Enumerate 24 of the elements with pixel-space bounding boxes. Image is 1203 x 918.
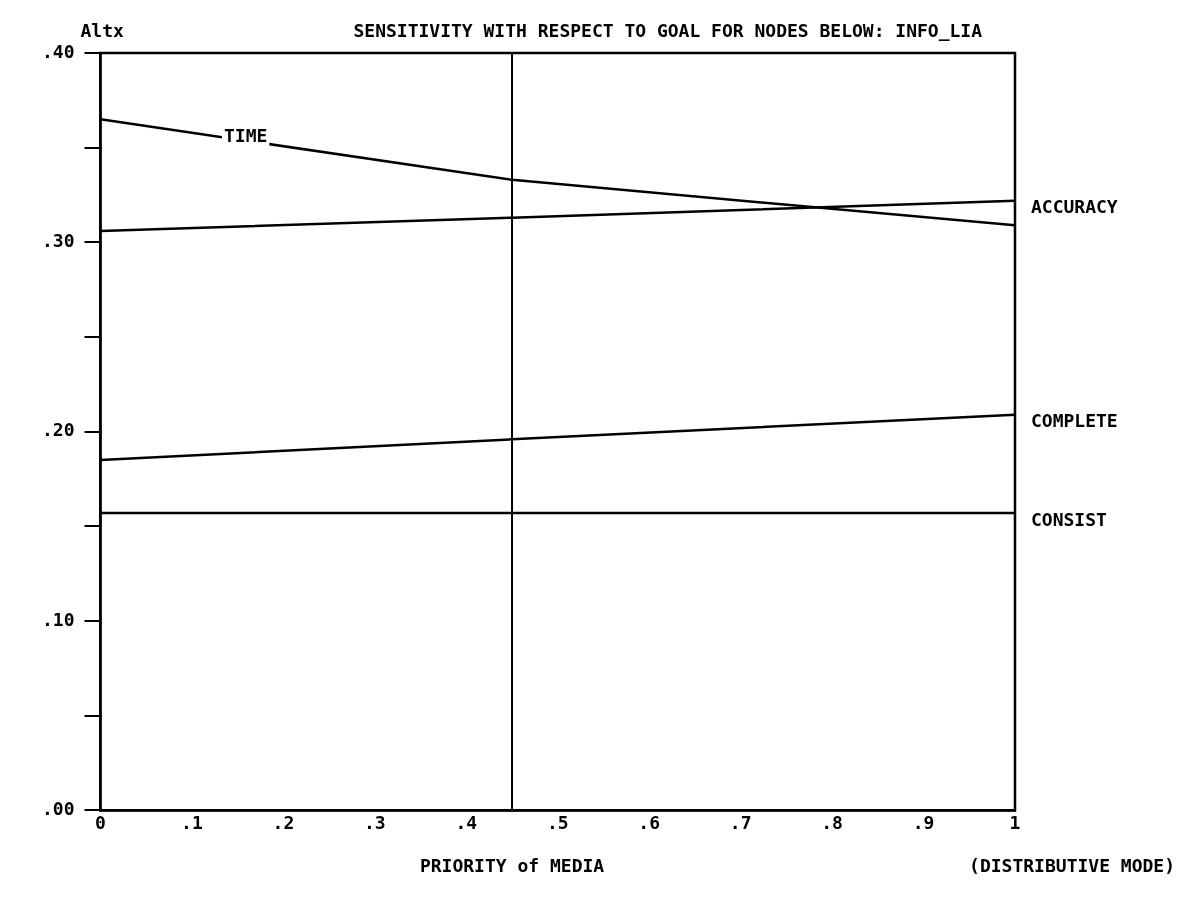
x-tick-label: .5 xyxy=(546,811,569,833)
x-tick-label: .9 xyxy=(912,811,935,833)
x-tick-label: .6 xyxy=(638,811,661,833)
y-tick-label: .30 xyxy=(42,230,75,252)
y-tick-label: .10 xyxy=(42,608,75,630)
x-axis-title: PRIORITY of MEDIA xyxy=(419,855,605,877)
series-label: COMPLETE xyxy=(1031,410,1118,432)
series-label: CONSIST xyxy=(1031,508,1108,530)
series-label: ACCURACY xyxy=(1031,196,1118,218)
y-axis-title: Altx xyxy=(80,20,125,41)
y-tick-label: .40 xyxy=(42,40,75,62)
x-tick-label: .1 xyxy=(181,811,203,833)
y-tick-label: .20 xyxy=(42,419,75,441)
series-label: TIME xyxy=(223,125,268,147)
x-tick-label: .8 xyxy=(821,811,843,833)
x-tick-label: .7 xyxy=(729,811,752,833)
x-tick-label: 1 xyxy=(1009,811,1021,833)
x-tick-label: .4 xyxy=(455,811,478,833)
x-tick-label: .2 xyxy=(272,811,295,833)
x-tick-label: .3 xyxy=(364,811,386,833)
text: (DISTRIBUTIVE MODE) xyxy=(969,855,1175,877)
x-tick-label: 0 xyxy=(95,811,106,833)
y-tick-label: .00 xyxy=(42,798,75,820)
chart-title: SENSITIVITY WITH RESPECT TO GOAL FOR NODES BELOW: INFO_LIA xyxy=(353,20,983,41)
